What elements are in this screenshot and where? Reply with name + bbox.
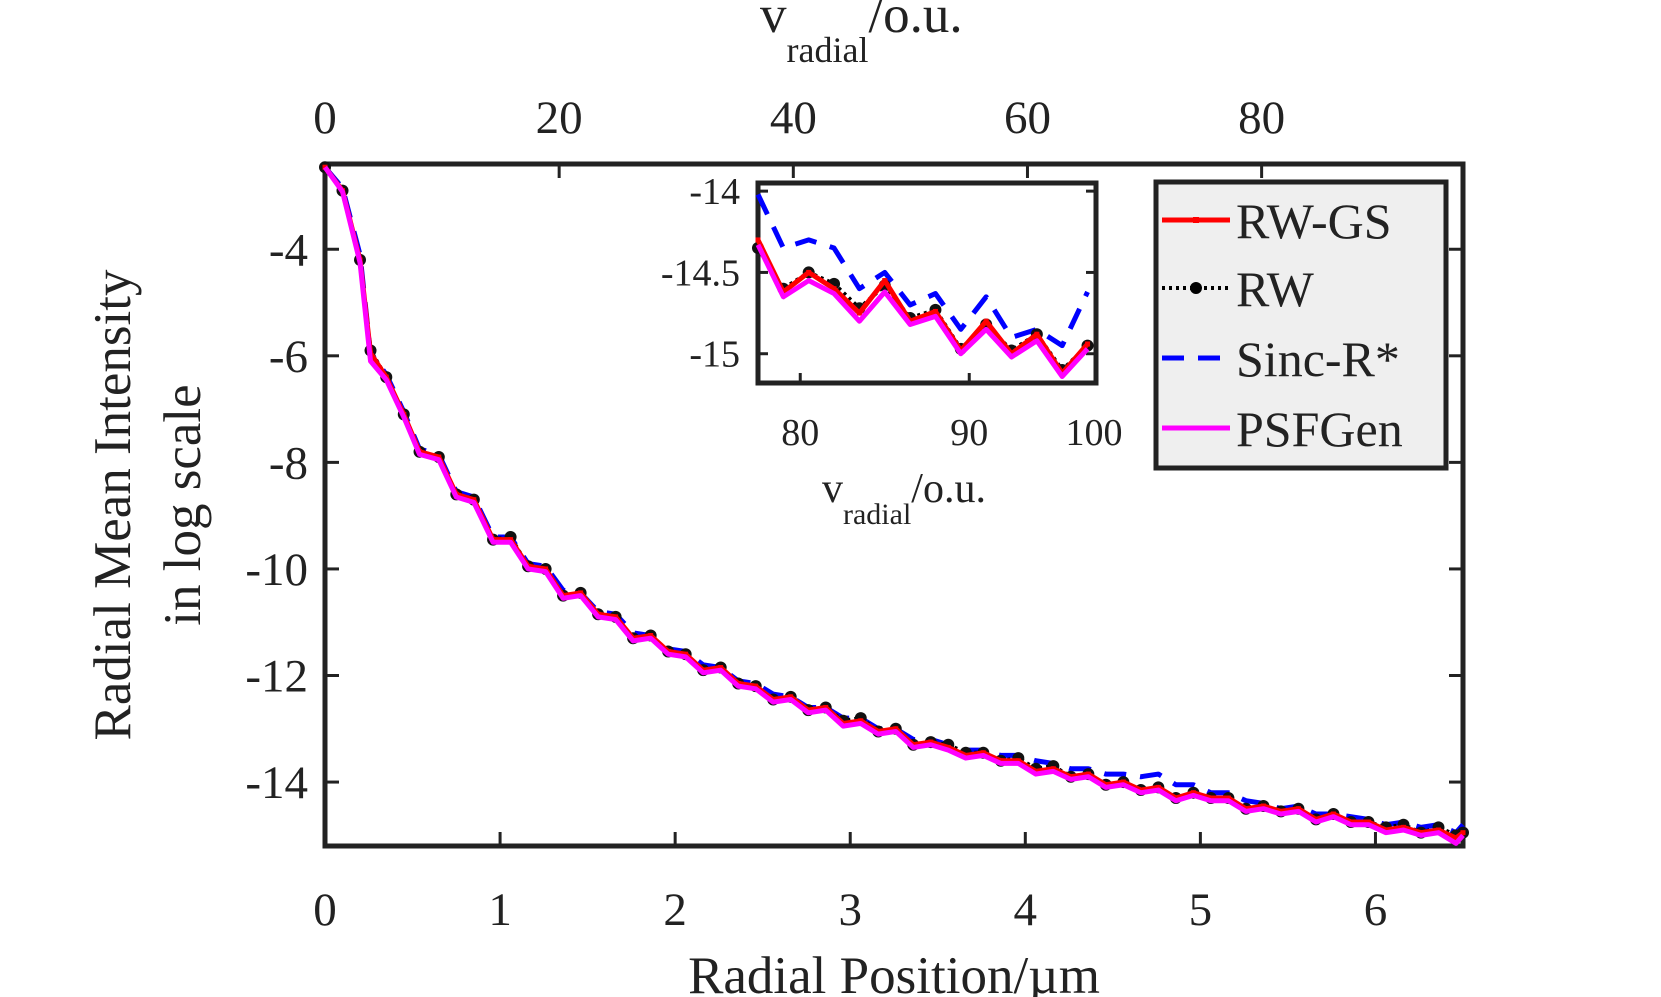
point-rw-gs [1120, 779, 1126, 785]
point-rw-gs [1034, 331, 1040, 337]
point-rw-gs [1460, 830, 1466, 836]
point-rw-gs [718, 665, 724, 671]
point-rw-gs [1085, 771, 1091, 777]
point-rw-gs [1435, 827, 1441, 833]
point-rw-gs [578, 590, 584, 596]
inset-x-tick-label: 80 [781, 412, 819, 454]
point-rw-gs [683, 651, 689, 657]
point-rw-gs [508, 537, 514, 543]
x-tick-label: 5 [1189, 884, 1213, 936]
point-rw-gs [613, 614, 619, 620]
top-tick-label: 60 [1004, 92, 1051, 144]
inset-x-axis-label: vradial/o.u. [822, 466, 986, 531]
y-tick-label: -4 [269, 224, 308, 276]
inset-x-tick-label: 100 [1066, 412, 1123, 454]
point-rw-gs [1260, 803, 1266, 809]
legend-marker-rw-gs [1193, 217, 1199, 223]
point-rw-gs [1400, 824, 1406, 830]
legend-entry-psfgen: PSFGen [1162, 401, 1403, 457]
x-tick-label: 2 [663, 884, 687, 936]
inset-ticks: 80 90 100 -14 -14.5 -15 [661, 171, 1123, 454]
point-rw-gs [1015, 758, 1021, 764]
point-rw-gs [1208, 795, 1214, 801]
point-rw-gs [932, 308, 938, 314]
x-tick-label: 6 [1364, 884, 1388, 936]
point-rw-gs [788, 694, 794, 700]
point-rw-gs [945, 744, 951, 750]
point-rw-gs [980, 750, 986, 756]
top-axis-label-sub: radial [787, 30, 869, 70]
y-tick-label: -14 [245, 757, 308, 809]
point-rw-gs [1453, 835, 1459, 841]
legend-label-psfgen: PSFGen [1236, 401, 1403, 457]
point-rw-gs [436, 454, 442, 460]
y-tick-label: -8 [269, 437, 308, 489]
point-rw-gs [753, 683, 759, 689]
point-rw-gs [893, 726, 899, 732]
point-rw-gs [858, 718, 864, 724]
inset-series [752, 193, 1094, 379]
top-axis-label-main: v [760, 0, 787, 44]
point-rw-gs [856, 310, 862, 316]
legend-label-rw: RW [1236, 261, 1315, 317]
point-rw-gs [543, 566, 549, 572]
inset-x-label-suffix: /o.u. [911, 466, 986, 512]
y-tick-label: -12 [245, 651, 308, 703]
point-rw-gs [1155, 784, 1161, 790]
point-rw-gs [1278, 808, 1284, 814]
point-rw-gs [831, 286, 837, 292]
inset-y-tick-label: -14.5 [661, 252, 740, 294]
top-tick-label: 20 [536, 92, 583, 144]
point-rw-gs [823, 704, 829, 710]
legend-entry-rw-gs: RW-GS [1162, 193, 1392, 249]
main-series [319, 161, 1469, 846]
point-rw-gs [806, 269, 812, 275]
series-line-rw-gs [755, 238, 1090, 376]
top-axis-label: vradial/o.u. [760, 0, 963, 70]
top-axis-label-suffix: /o.u. [868, 0, 962, 44]
point-rw-gs [1190, 790, 1196, 796]
y-tick-label: -10 [245, 544, 308, 596]
point-rw-gs [1225, 795, 1231, 801]
y-tick-label: -6 [269, 331, 308, 383]
top-tick-label: 80 [1238, 92, 1285, 144]
x-tick-label: 1 [488, 884, 512, 936]
point-rw-gs [983, 318, 989, 324]
x-tick-label: 4 [1014, 884, 1038, 936]
top-tick-label: 40 [770, 92, 817, 144]
inset-y-tick-label: -15 [689, 334, 740, 376]
x-axis-label: Radial Position/µm [688, 947, 1100, 997]
point-rw-gs [471, 497, 477, 503]
legend: RW-GS RW Sinc-R* PSFGen [1153, 179, 1449, 471]
inset-x-tick-label: 90 [950, 412, 988, 454]
y-axis-label: Radial Mean Intensity [84, 269, 142, 740]
point-rw-gs [1365, 819, 1371, 825]
x-tick-label: 0 [313, 884, 337, 936]
y-axis-label-line2: in log scale [154, 384, 212, 625]
legend-entry-sinc-r: Sinc-R* [1162, 331, 1400, 387]
point-rw-gs [1418, 830, 1424, 836]
point-rw-gs [1295, 806, 1301, 812]
inset-x-label-main: v [822, 466, 843, 512]
point-rw-gs [928, 739, 934, 745]
point-rw-gs [648, 633, 654, 639]
series-line-psfgen [755, 243, 1090, 379]
point-rw-gs [1330, 811, 1336, 817]
legend-label-sinc-r: Sinc-R* [1236, 331, 1400, 387]
point-rw-gs [1050, 766, 1056, 772]
point-rw-gs [755, 237, 761, 243]
x-tick-label: 3 [838, 884, 862, 936]
legend-label-rw-gs: RW-GS [1236, 193, 1392, 249]
inset-x-label-sub: radial [843, 498, 911, 531]
legend-entry-rw: RW [1162, 261, 1315, 317]
point-rw-gs [882, 278, 888, 284]
legend-box [1153, 179, 1449, 471]
inset-y-tick-label: -14 [689, 171, 740, 213]
series-line-psfgen [322, 165, 1465, 846]
legend-marker-rw [1190, 282, 1202, 294]
point-rw-gs [1085, 341, 1091, 347]
main-ticks: 0 1 2 3 4 5 6 -4 -6 -8 -10 -12 -14 0 20 40 60 80 [245, 92, 1463, 936]
top-tick-label: 0 [313, 92, 337, 144]
